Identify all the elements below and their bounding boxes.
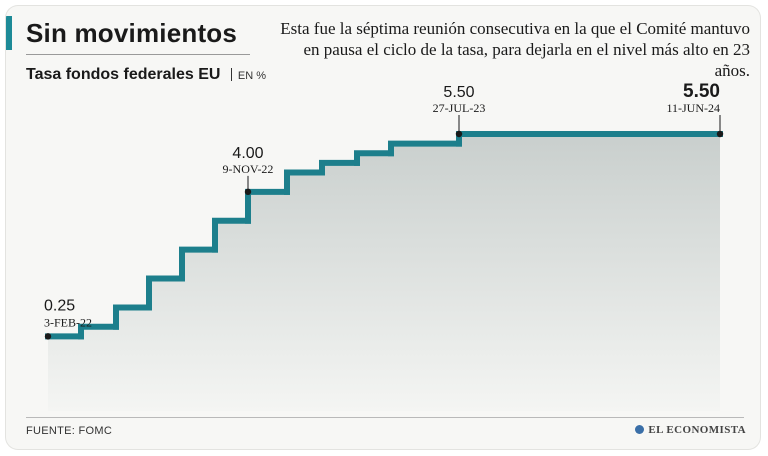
chart-area-fill — [48, 134, 720, 411]
rate-step-segment — [179, 246, 218, 282]
brand-name: EL ECONOMISTA — [648, 424, 746, 436]
title-divider — [26, 54, 250, 55]
annotation-date-label: 11-JUN-24 — [666, 101, 720, 115]
source-note: FUENTE: FOMC — [26, 425, 113, 437]
rate-step-segment — [284, 169, 325, 195]
annotation-date-label: 9-NOV-22 — [223, 162, 274, 176]
infographic-card: Sin movimientos Esta fue la séptima reun… — [6, 6, 760, 449]
brand-logo: EL ECONOMISTA — [635, 424, 746, 436]
brand-mark-icon — [635, 425, 645, 434]
annotation-value-label: 4.00 — [232, 145, 263, 162]
annotation-date-label: 27-JUL-23 — [433, 101, 486, 115]
rate-step-chart: 0.253-FEB-224.009-NOV-225.5027-JUL-235.5… — [44, 81, 724, 411]
annotation-value-label: 5.50 — [683, 81, 720, 102]
annotation-marker-dot — [455, 130, 463, 138]
annotation-marker-dot — [244, 188, 252, 196]
description-text: Esta fue la séptima reunión consecutiva … — [280, 19, 750, 80]
chart-unit: EN % — [231, 70, 266, 82]
rate-step-segment — [78, 323, 119, 340]
annotation-value-label: 0.25 — [44, 297, 75, 314]
annotation-date-label: 3-FEB-22 — [44, 315, 92, 329]
rate-step-segment — [113, 304, 152, 330]
page-title: Sin movimientos — [26, 18, 238, 48]
footer-divider — [26, 417, 744, 418]
chart-title: Tasa fondos federales EU — [26, 66, 221, 83]
rate-step-segment — [388, 140, 462, 157]
annotation-value-label: 5.50 — [443, 84, 474, 101]
rate-step-segment — [146, 275, 185, 311]
rate-step-segment — [354, 150, 394, 166]
annotation-marker-dot — [44, 333, 52, 340]
rate-step-segment — [319, 159, 360, 176]
chart-header: Tasa fondos federales EU EN % — [26, 66, 266, 84]
annotation-marker-dot — [716, 130, 724, 138]
title-accent-bar — [6, 16, 12, 50]
rate-step-segment — [212, 217, 251, 253]
